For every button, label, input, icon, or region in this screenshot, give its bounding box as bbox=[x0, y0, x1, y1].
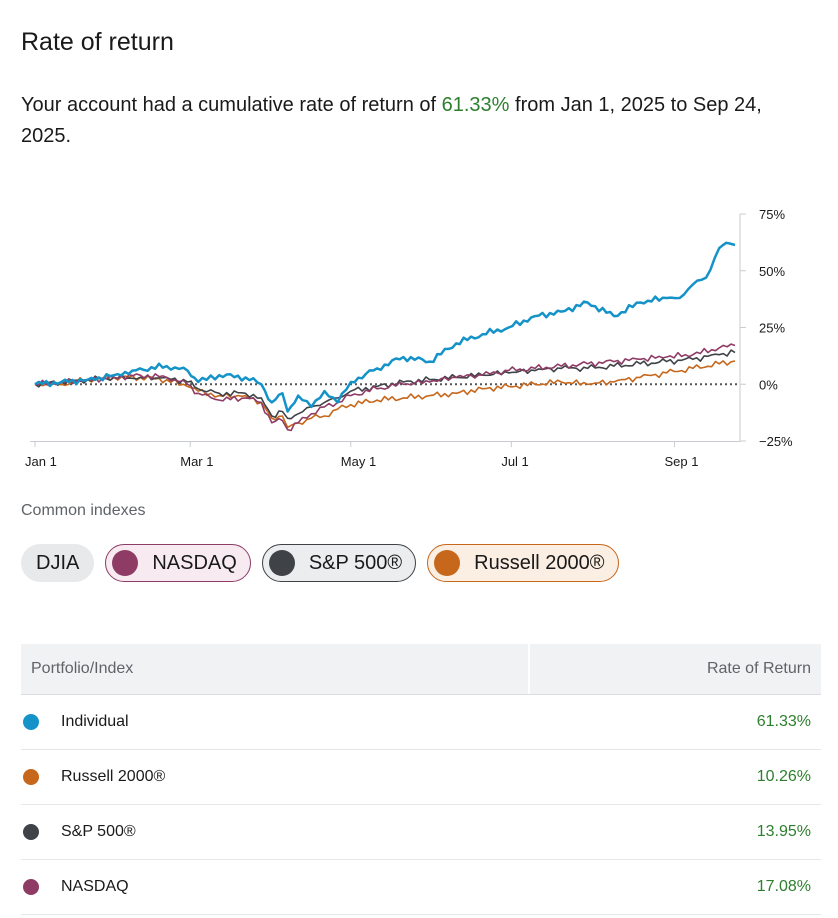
y-tick-label: −25% bbox=[759, 434, 793, 449]
sp500-color-dot-icon bbox=[268, 550, 295, 576]
chip-nasdaq[interactable]: NASDAQ bbox=[105, 544, 251, 582]
column-header-rate-of-return[interactable]: Rate of Return bbox=[706, 660, 811, 677]
table-row: S&P 500® 13.95% bbox=[21, 805, 821, 860]
x-tick-label: Jan 1 bbox=[25, 454, 57, 469]
x-tick-label: Sep 1 bbox=[664, 454, 698, 469]
table-header: Portfolio/Index Rate of Return bbox=[21, 644, 821, 695]
rate-of-return-chart: 75% 50% 25% 0% −25% Jan 1 Mar 1 May 1 Jul 1 Sep 1 bbox=[25, 207, 793, 469]
return-summary: Your account had a cumulative rate of re… bbox=[21, 90, 801, 152]
x-tick-label: Mar 1 bbox=[180, 454, 213, 469]
russell-color-dot-icon bbox=[434, 550, 461, 576]
row-value: 61.33% bbox=[756, 713, 811, 730]
row-name: Russell 2000® bbox=[61, 768, 166, 785]
table-row: Russell 2000® 10.26% bbox=[21, 750, 821, 805]
x-tick-label: May 1 bbox=[341, 454, 376, 469]
row-name: S&P 500® bbox=[61, 823, 136, 840]
x-tick-label: Jul 1 bbox=[501, 454, 528, 469]
series-line-russell-2000 bbox=[34, 360, 736, 429]
summary-return-value: 61.33% bbox=[441, 94, 510, 116]
chip-russell-label: Russell 2000® bbox=[474, 551, 605, 574]
chip-russell-2000[interactable]: Russell 2000® bbox=[427, 544, 619, 582]
y-tick-label: 75% bbox=[759, 207, 785, 222]
row-value: 10.26% bbox=[756, 768, 811, 785]
column-header-portfolio[interactable]: Portfolio/Index bbox=[21, 644, 530, 694]
page-title: Rate of return bbox=[21, 28, 174, 56]
chip-sp500-label: S&P 500® bbox=[308, 551, 403, 574]
chip-djia[interactable]: DJIA bbox=[21, 544, 95, 582]
row-value: 17.08% bbox=[756, 878, 811, 895]
chip-djia-label: DJIA bbox=[36, 551, 80, 574]
summary-prefix: Your account had a cumulative rate of re… bbox=[21, 94, 442, 116]
y-tick-label: 0% bbox=[759, 377, 778, 392]
row-name: Individual bbox=[61, 713, 129, 730]
returns-table: Portfolio/Index Rate of Return Individua… bbox=[21, 644, 821, 915]
nasdaq-color-dot-icon bbox=[112, 550, 139, 576]
nasdaq-color-dot-icon bbox=[23, 879, 39, 895]
summary-suffix: from Jan 1, 2025 to Sep 24, 2025. bbox=[21, 94, 762, 147]
russell-color-dot-icon bbox=[23, 769, 39, 785]
series-line-nasdaq bbox=[34, 343, 736, 432]
row-value: 13.95% bbox=[756, 823, 811, 840]
common-indexes-label: Common indexes bbox=[21, 502, 146, 519]
sp500-color-dot-icon bbox=[23, 824, 39, 840]
chip-nasdaq-label: NASDAQ bbox=[152, 551, 237, 574]
individual-color-dot-icon bbox=[23, 714, 39, 730]
y-tick-label: 25% bbox=[759, 321, 785, 336]
index-chip-group: DJIA NASDAQ S&P 500® Russell 2000® bbox=[21, 544, 619, 582]
series-line-individual bbox=[34, 241, 736, 413]
y-tick-label: 50% bbox=[759, 264, 785, 279]
chip-sp500[interactable]: S&P 500® bbox=[261, 544, 417, 582]
table-row: Individual 61.33% bbox=[21, 695, 821, 750]
table-row: NASDAQ 17.08% bbox=[21, 860, 821, 915]
row-name: NASDAQ bbox=[61, 878, 129, 895]
